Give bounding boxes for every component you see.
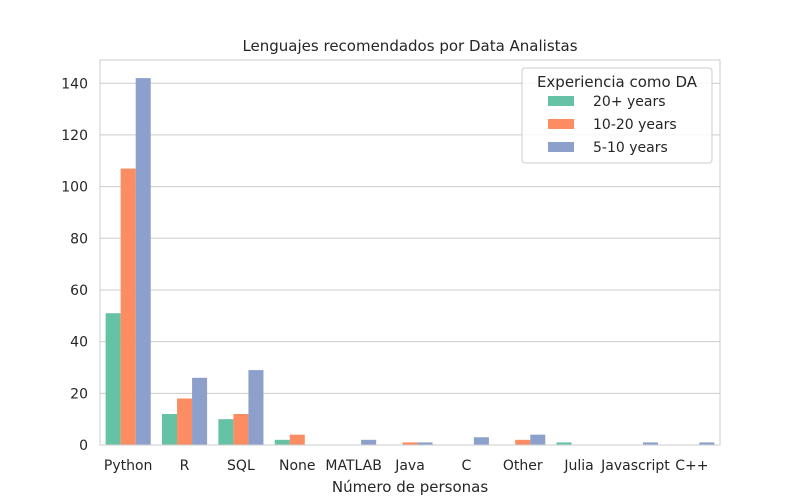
bar: [274, 439, 290, 445]
bar: [218, 419, 234, 445]
x-tick-label: Javascript: [600, 458, 670, 474]
bar: [192, 377, 208, 445]
plot-frame: [99, 59, 721, 446]
y-tick-label: 140: [61, 76, 88, 92]
x-tick-label: C: [461, 458, 471, 474]
bar: [417, 442, 433, 445]
x-tick-label: C++: [675, 458, 708, 474]
x-tick-label: Julia: [563, 458, 593, 474]
bar: [248, 370, 264, 445]
x-tick-labels: Python R SQL None MATLAB Java C Other Julia Javas…: [104, 458, 709, 474]
bar: [289, 434, 305, 445]
legend: Experiencia como DA 20+ years 10-20 years…: [521, 67, 713, 164]
x-tick-label: SQL: [227, 458, 255, 474]
bar: [473, 437, 489, 445]
bar: [120, 168, 136, 445]
chart-title: Lenguajes recomendados por Data Analista…: [242, 37, 577, 55]
y-tick-label: 60: [70, 283, 88, 299]
y-tick-label: 40: [70, 335, 88, 351]
y-tick-label: 0: [79, 438, 88, 454]
bar: [162, 413, 178, 445]
legend-swatch: [548, 96, 574, 106]
bar: [233, 413, 249, 445]
bar: [105, 313, 121, 445]
y-tick-labels: 0 20 40 60 80 100 120 140: [61, 76, 88, 454]
y-tick-label: 120: [61, 128, 88, 144]
legend-label: 10-20 years: [593, 117, 677, 133]
bar: [642, 442, 658, 445]
legend-label: 20+ years: [593, 94, 666, 110]
x-tick-label: Other: [503, 458, 543, 474]
bar: [515, 439, 531, 445]
y-tick-label: 100: [61, 180, 88, 196]
bars: [105, 78, 715, 445]
x-tick-label: None: [279, 458, 316, 474]
legend-swatch: [548, 119, 574, 129]
bar: [556, 442, 572, 445]
bar: [177, 398, 193, 445]
bar: [699, 442, 715, 445]
legend-title: Experiencia como DA: [537, 73, 698, 91]
bar: [135, 78, 151, 445]
legend-label: 5-10 years: [593, 140, 668, 156]
y-tick-label: 20: [70, 386, 88, 402]
legend-swatch: [548, 142, 574, 152]
x-tick-label: Java: [394, 458, 425, 474]
x-axis-label: Número de personas: [332, 478, 488, 496]
x-tick-label: MATLAB: [325, 458, 381, 474]
x-tick-label: R: [180, 458, 190, 474]
bar: [361, 439, 377, 445]
y-tick-label: 80: [70, 231, 88, 247]
bar: [402, 442, 418, 445]
bar: [530, 434, 546, 445]
legend-box: [521, 67, 713, 164]
x-tick-label: Python: [104, 458, 153, 474]
legend-items: 20+ years 10-20 years 5-10 years: [548, 94, 677, 156]
